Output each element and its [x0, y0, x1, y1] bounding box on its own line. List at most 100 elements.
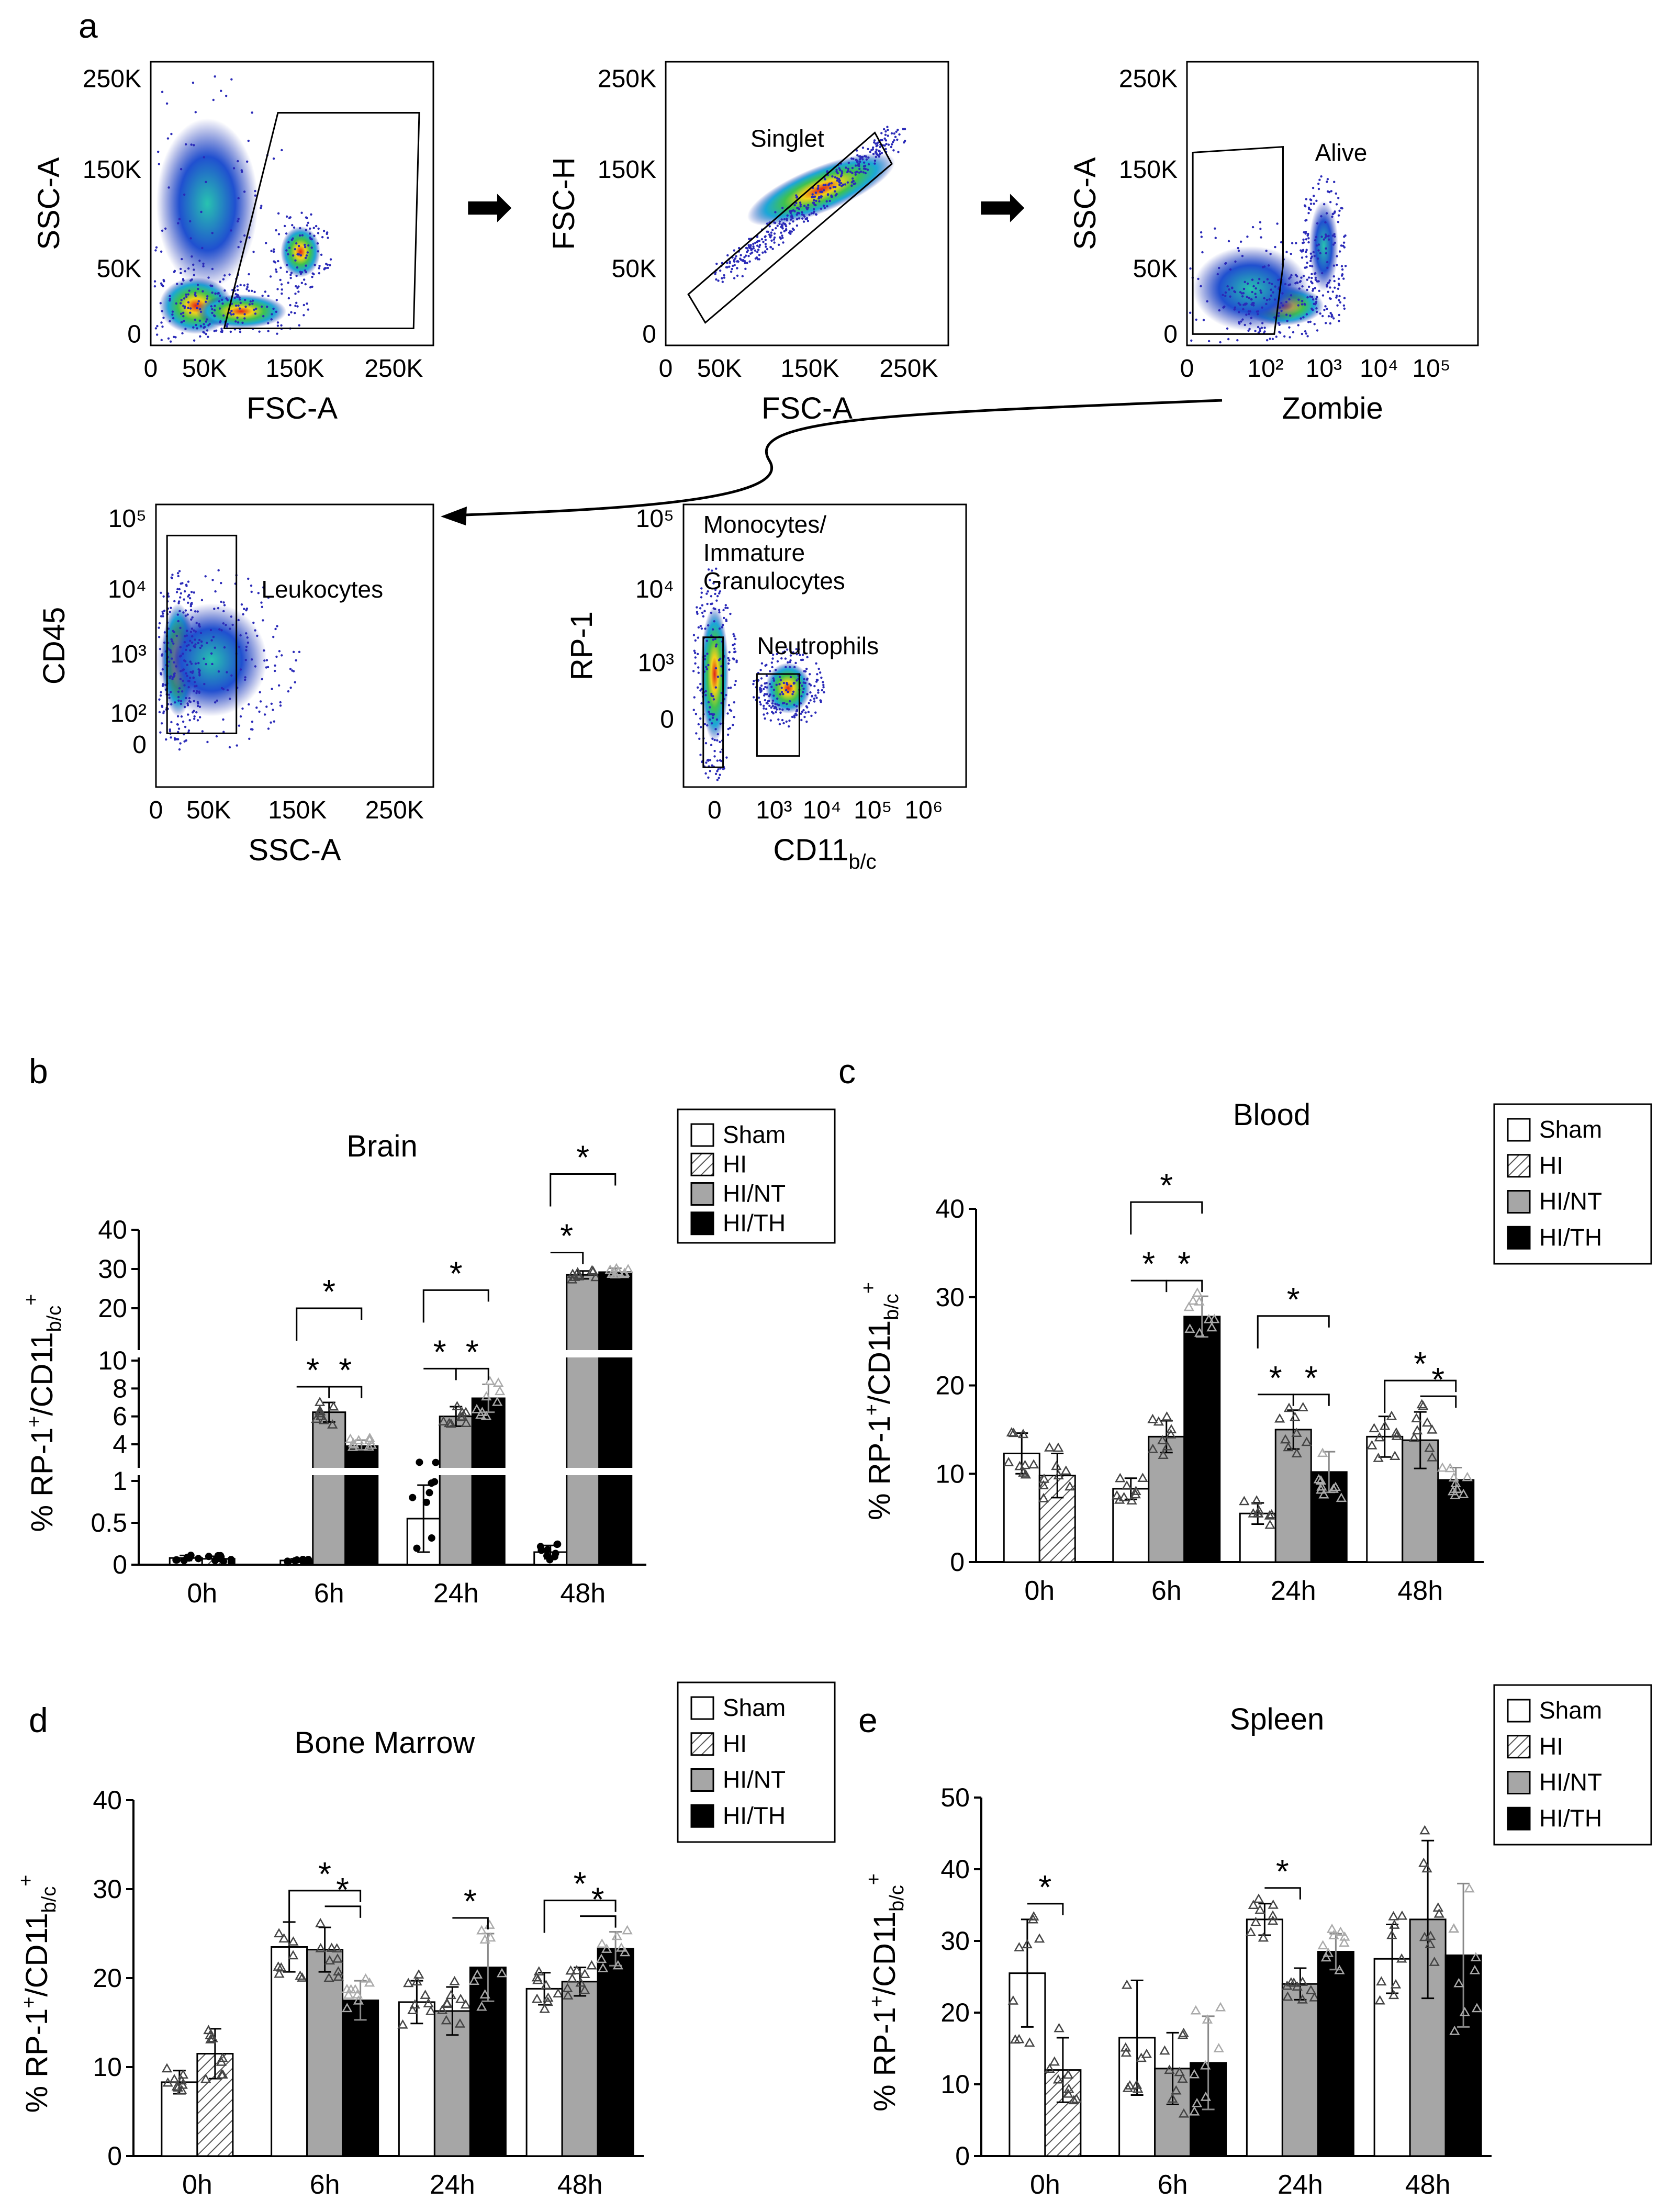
event-dot [1306, 278, 1308, 281]
event-dot [1288, 326, 1291, 329]
density-cloud [747, 153, 895, 226]
event-dot [317, 232, 320, 234]
event-dot [315, 224, 318, 228]
event-dot [201, 730, 204, 733]
event-dot [1295, 242, 1297, 244]
event-dot [223, 646, 226, 649]
event-dot [725, 756, 728, 759]
event-dot [736, 274, 739, 277]
event-dot [1326, 307, 1328, 310]
event-dot [791, 227, 794, 230]
event-dot [768, 225, 771, 228]
event-dot [210, 652, 213, 655]
event-dot [735, 660, 738, 664]
event-dot [251, 721, 254, 723]
event-dot [764, 243, 767, 245]
event-dot [1223, 306, 1225, 309]
event-dot [177, 699, 180, 702]
event-dot [175, 634, 178, 637]
event-dot [719, 270, 722, 272]
event-dot [217, 569, 220, 572]
x-tick-label: 10⁴ [1360, 355, 1398, 383]
event-dot [184, 609, 187, 612]
chart-title: Blood [1233, 1098, 1310, 1132]
event-dot [1315, 310, 1318, 313]
event-dot [1342, 304, 1346, 307]
event-dot [1315, 199, 1318, 202]
x-tick-label: 24h [430, 2170, 475, 2200]
event-dot [313, 264, 316, 266]
event-dot [250, 658, 253, 661]
event-dot [757, 697, 760, 699]
event-dot [726, 266, 729, 268]
event-dot [736, 260, 738, 263]
event-dot [740, 254, 742, 256]
event-dot [1254, 293, 1257, 295]
event-dot [190, 590, 193, 593]
event-dot [176, 572, 180, 575]
event-dot [772, 688, 776, 691]
x-axis-label: Zombie [1282, 391, 1383, 425]
event-dot [1259, 330, 1262, 332]
event-dot [1303, 231, 1305, 234]
event-dot [1310, 307, 1313, 310]
data-point [1062, 2069, 1074, 2079]
event-dot [727, 657, 730, 659]
event-dot [236, 288, 239, 291]
event-dot [713, 755, 716, 758]
event-dot [790, 684, 792, 688]
data-point [531, 1993, 543, 2003]
event-dot [718, 611, 721, 614]
event-dot [733, 277, 736, 279]
y-tick-label: 40 [940, 1855, 970, 1884]
data-point [1433, 1908, 1444, 1918]
event-dot [716, 595, 719, 598]
x-tick-label: 24h [433, 1578, 479, 1609]
event-dot [1336, 304, 1339, 307]
event-dot [1340, 244, 1343, 247]
event-dot [205, 181, 207, 184]
event-dot [1252, 302, 1255, 305]
data-point [1335, 1926, 1346, 1936]
data-point [306, 1558, 313, 1566]
bar-hi-nt [566, 1274, 600, 1566]
event-dot [287, 313, 290, 316]
event-dot [179, 626, 182, 630]
data-point [1252, 1508, 1263, 1518]
data-point [314, 1397, 326, 1406]
event-dot [164, 683, 167, 687]
event-dot [861, 158, 864, 161]
data-point [1427, 1452, 1438, 1462]
event-dot [193, 144, 195, 147]
event-dot [710, 744, 713, 746]
event-dot [813, 684, 816, 688]
event-dot [1313, 323, 1316, 325]
event-dot [880, 152, 883, 154]
event-dot [820, 196, 823, 199]
arrow-icon: ➡ [978, 174, 1026, 239]
event-dot [1206, 300, 1208, 303]
event-dot [274, 261, 277, 264]
event-dot [239, 715, 242, 718]
event-dot [1285, 313, 1288, 316]
event-dot [245, 288, 248, 290]
event-dot [862, 171, 865, 174]
event-dot [799, 201, 802, 204]
event-dot [782, 241, 785, 244]
x-axis-label: CD11b/c [773, 833, 876, 873]
event-dot [186, 702, 189, 705]
event-dot [162, 710, 165, 713]
event-dot [1324, 236, 1327, 239]
event-dot [247, 577, 250, 580]
data-point [1297, 1994, 1308, 2004]
data-point [1290, 1411, 1301, 1421]
event-dot [189, 639, 192, 642]
event-dot [787, 690, 789, 693]
y-tick-label: 150K [83, 156, 141, 184]
event-dot [276, 288, 279, 290]
data-point [1007, 1995, 1018, 2005]
event-dot [768, 704, 771, 708]
data-point [1166, 1424, 1177, 1434]
event-dot [171, 678, 174, 680]
event-dot [692, 634, 696, 636]
